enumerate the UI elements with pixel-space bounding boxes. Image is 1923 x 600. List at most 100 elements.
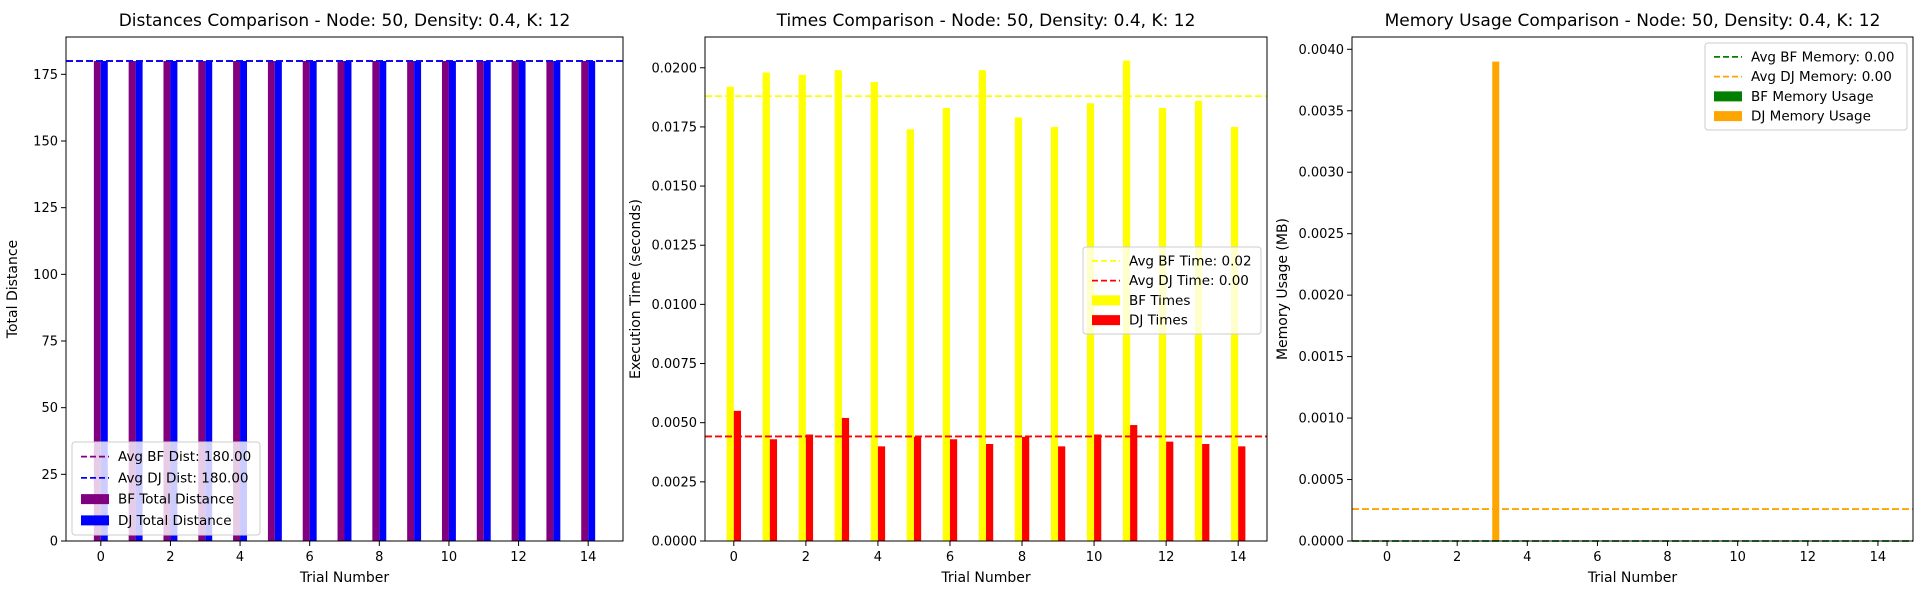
c2-y-axis-label: Memory Usage (MB)	[1275, 218, 1291, 360]
c0-chart-title: Distances Comparison - Node: 50, Density…	[119, 11, 571, 31]
c0-x-tick-label-4: 8	[375, 550, 383, 565]
c2-x-tick-label-1: 2	[1453, 550, 1461, 565]
c2-x-tick-label-5: 10	[1729, 550, 1746, 565]
c0-y-tick-label-0: 0	[50, 535, 58, 550]
c2-plot-frame	[1351, 36, 1914, 542]
c1-bar-dj-3	[841, 417, 850, 541]
c1-bar-dj-10	[1094, 434, 1102, 541]
c0-legend-label-2: BF Total Distance	[118, 492, 234, 508]
c0-bar-dj-2	[170, 61, 178, 541]
c2-y-tick-label-8: 0.0040	[1299, 43, 1345, 58]
c0-bar-dj-3	[205, 61, 213, 541]
c1-plot-frame	[704, 36, 1268, 542]
c0-legend-handle-2	[81, 494, 109, 505]
c0-x-tick-label-0: 0	[97, 550, 105, 565]
c2-legend-label-1: Avg DJ Memory: 0.00	[1751, 69, 1892, 85]
c1-x-axis-label: Trial Number	[940, 570, 1031, 586]
c0-x-tick-label-7: 14	[580, 550, 597, 565]
c1-legend-handle-2	[1092, 295, 1120, 306]
c0-y-tick-label-5: 125	[33, 201, 58, 216]
c0-bar-bf-2	[163, 61, 171, 541]
c0-plot-frame	[65, 36, 624, 542]
c0-legend-box	[71, 441, 261, 536]
c1-y-tick-label-5: 0.0125	[652, 239, 698, 254]
c0-bars	[93, 61, 596, 541]
c0-bar-bf-5	[267, 61, 275, 541]
c0-bar-dj-0	[100, 61, 108, 541]
c0-bar-bf-3	[198, 61, 206, 541]
c1-x-tick-label-0: 0	[730, 550, 738, 565]
c1-bar-dj-2	[805, 434, 814, 541]
c0-bar-dj-7	[344, 61, 352, 541]
c2-y-tick-label-3: 0.0015	[1299, 350, 1345, 365]
c1-bar-dj-1	[769, 439, 778, 541]
c1-bar-dj-13	[1202, 443, 1210, 541]
c0-legend-handle-3	[81, 515, 109, 526]
c0-bar-bf-0	[93, 61, 101, 541]
c1-bar-bf-9	[1050, 126, 1059, 541]
c2-bars	[1492, 61, 1500, 541]
c1-bar-dj-8	[1022, 436, 1030, 541]
c0-x-tick-label-2: 4	[236, 550, 244, 565]
c0-x-tick-label-1: 2	[166, 550, 174, 565]
c0-legend-label-0: Avg BF Dist: 180.00	[118, 449, 251, 465]
c1-bar-bf-7	[978, 70, 986, 541]
c1-bar-bf-4	[870, 81, 878, 541]
c2-legend-box	[1704, 42, 1908, 131]
c1-x-tick-label-6: 12	[1158, 550, 1175, 565]
c1-y-tick-label-4: 0.0100	[652, 298, 698, 313]
c2-y-tick-label-6: 0.0030	[1299, 166, 1345, 181]
c1-x-tick-label-1: 2	[802, 550, 810, 565]
c0-bar-bf-10	[441, 61, 449, 541]
c0-bar-bf-11	[476, 61, 484, 541]
c1-x-tick-label-5: 10	[1086, 550, 1103, 565]
c0-y-tick-label-7: 175	[33, 68, 58, 83]
c1-y-tick-label-6: 0.0150	[652, 180, 698, 195]
c0-bar-dj-4	[240, 61, 248, 541]
c2-legend-label-3: DJ Memory Usage	[1751, 109, 1871, 125]
c0-bar-bf-4	[233, 61, 241, 541]
c0-y-tick-label-6: 150	[33, 135, 58, 150]
c0-bar-dj-6	[309, 61, 317, 541]
c2-y-tick-label-2: 0.0010	[1299, 412, 1345, 427]
c1-bar-bf-5	[906, 129, 914, 541]
c1-x-tick-label-2: 4	[874, 550, 882, 565]
c0-y-tick-label-2: 50	[41, 401, 58, 416]
c0-bar-bf-14	[581, 61, 589, 541]
c1-bar-dj-6	[949, 439, 958, 541]
c1-legend-handle-3	[1092, 315, 1120, 326]
c2-y-tick-label-4: 0.0020	[1299, 289, 1345, 304]
c0-bar-dj-13	[553, 61, 561, 541]
c1-bar-dj-12	[1166, 441, 1174, 541]
c0-x-tick-label-6: 12	[510, 550, 527, 565]
c2-legend-handle-2	[1714, 91, 1742, 102]
c1-legend: Avg BF Time: 0.02 Avg DJ Time: 0.00 BF Tim…	[1082, 246, 1262, 335]
memory-chart: 0 2 4 6 8 10 12 14 0.0000 0.0005 0.0010 0.0015 0.002…	[1275, 11, 1914, 586]
c0-bar-bf-12	[511, 61, 519, 541]
c2-legend-handle-3	[1714, 111, 1742, 122]
c1-bar-bf-0	[726, 86, 734, 541]
c1-bar-bf-6	[942, 107, 950, 541]
c0-y-tick-label-3: 75	[41, 335, 58, 350]
c1-bar-dj-0	[733, 410, 742, 541]
c1-bar-bf-8	[1014, 117, 1023, 541]
c0-bar-bf-9	[407, 61, 415, 541]
c2-legend-label-2: BF Memory Usage	[1751, 89, 1874, 105]
c1-bar-dj-11	[1130, 425, 1138, 541]
c0-bar-dj-12	[518, 61, 526, 541]
c1-y-tick-label-2: 0.0050	[652, 416, 698, 431]
c2-y-tick-label-5: 0.0025	[1299, 227, 1345, 242]
c0-bar-dj-10	[448, 61, 456, 541]
c0-bar-dj-9	[414, 61, 422, 541]
c0-y-tick-label-1: 25	[41, 468, 58, 483]
c1-bar-dj-4	[877, 446, 886, 541]
c0-bar-bf-8	[372, 61, 380, 541]
c1-legend-label-0: Avg BF Time: 0.02	[1129, 253, 1252, 269]
c2-x-tick-label-4: 8	[1663, 550, 1671, 565]
c0-legend-label-1: Avg DJ Dist: 180.00	[118, 470, 249, 486]
c0-bar-bf-13	[546, 61, 554, 541]
c1-legend-label-1: Avg DJ Time: 0.00	[1129, 273, 1249, 289]
c2-x-tick-label-6: 12	[1800, 550, 1817, 565]
c1-y-tick-label-7: 0.0175	[652, 120, 698, 135]
